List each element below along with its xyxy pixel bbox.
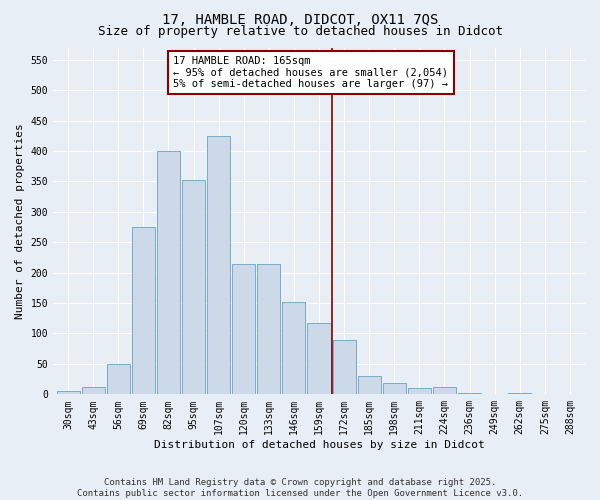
Bar: [82, 387, 105, 394]
Bar: [56, 392, 80, 394]
Bar: [358, 376, 381, 394]
Bar: [458, 392, 481, 394]
Bar: [207, 136, 230, 394]
Bar: [332, 340, 356, 394]
Bar: [132, 227, 155, 394]
Bar: [408, 388, 431, 394]
Y-axis label: Number of detached properties: Number of detached properties: [15, 123, 25, 319]
Text: Size of property relative to detached houses in Didcot: Size of property relative to detached ho…: [97, 25, 503, 38]
Bar: [232, 264, 255, 394]
Text: 17 HAMBLE ROAD: 165sqm
← 95% of detached houses are smaller (2,054)
5% of semi-d: 17 HAMBLE ROAD: 165sqm ← 95% of detached…: [173, 56, 448, 89]
Bar: [107, 364, 130, 394]
Text: 17, HAMBLE ROAD, DIDCOT, OX11 7QS: 17, HAMBLE ROAD, DIDCOT, OX11 7QS: [162, 12, 438, 26]
Bar: [157, 151, 180, 394]
X-axis label: Distribution of detached houses by size in Didcot: Distribution of detached houses by size …: [154, 440, 484, 450]
Bar: [182, 180, 205, 394]
Bar: [508, 393, 532, 394]
Text: Contains HM Land Registry data © Crown copyright and database right 2025.
Contai: Contains HM Land Registry data © Crown c…: [77, 478, 523, 498]
Bar: [383, 384, 406, 394]
Bar: [433, 387, 456, 394]
Bar: [257, 264, 280, 394]
Bar: [307, 322, 331, 394]
Bar: [283, 302, 305, 394]
